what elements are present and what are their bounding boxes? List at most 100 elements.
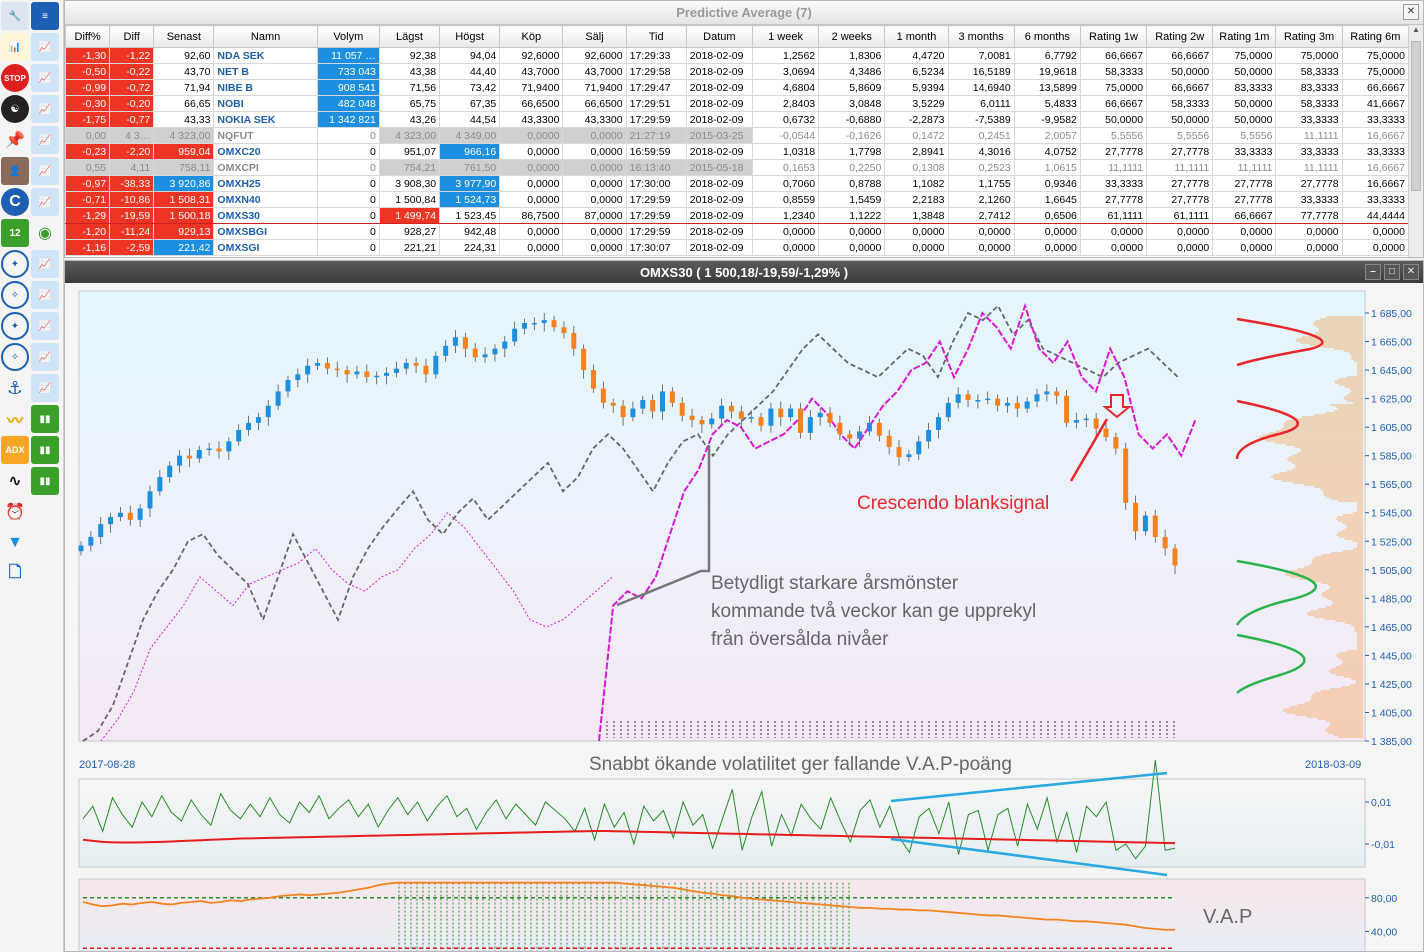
column-header[interactable]: Rating 3m	[1275, 25, 1343, 48]
table-cell: 43,38	[378, 63, 441, 80]
table-cell: OMXSBGI	[213, 223, 318, 240]
wrench-icon[interactable]: 🔧	[1, 2, 29, 30]
candle-body	[216, 448, 222, 452]
column-header[interactable]: Högst	[439, 25, 501, 48]
column-header[interactable]: 6 months	[1013, 25, 1081, 48]
candle-body	[364, 371, 370, 378]
stop-icon[interactable]: STOP	[1, 64, 29, 92]
table-cell: -0,77	[109, 111, 155, 128]
yin-yang-icon[interactable]: ☯	[1, 95, 29, 123]
column-header[interactable]: Namn	[213, 25, 318, 48]
adx-icon[interactable]: ADX	[1, 436, 29, 464]
column-header[interactable]: Volym	[316, 25, 380, 48]
pin-icon[interactable]: 📌	[5, 132, 25, 149]
compass-fourth-icon[interactable]: ✧	[1, 343, 29, 371]
column-header[interactable]: Sälj	[562, 25, 627, 48]
chart-window-third-icon[interactable]: 📈	[31, 95, 59, 123]
document-icon[interactable]: 🗋	[8, 563, 22, 581]
column-header[interactable]: 3 months	[947, 25, 1015, 48]
compass-third-icon[interactable]: ✦	[1, 312, 29, 340]
green-bars-alt-icon[interactable]: ▮▮	[31, 436, 59, 464]
column-header[interactable]: Rating 1w	[1079, 25, 1148, 48]
chart-window-sixth-icon[interactable]: 📈	[31, 188, 59, 216]
calendar-icon[interactable]: 12	[1, 219, 29, 247]
candle-body	[728, 405, 734, 412]
notes-icon[interactable]: ≡	[31, 2, 59, 30]
table-row[interactable]: -0,97 -38,33 3 920,86 OMXH25 0 3 908,30 3 977,…	[65, 175, 1409, 192]
refresh-icon[interactable]: C	[1, 188, 29, 216]
column-header[interactable]: Tid	[625, 25, 687, 48]
candlestick-series	[78, 313, 1178, 575]
column-header[interactable]: 1 week	[751, 25, 820, 48]
table-row[interactable]: -1,16 -2,59 221,42 OMXSGI 0 221,21 224,31 0,000…	[65, 239, 1409, 256]
table-row[interactable]: -0,50 -0,22 43,70 NET B 733 043 43,38 44,40 43,…	[65, 63, 1409, 80]
chart-window-tenth-icon[interactable]: 📈	[31, 343, 59, 371]
volatility-tick-label: -0,01	[1371, 839, 1395, 851]
watchlist-scrollbar[interactable]: ▲	[1408, 25, 1423, 257]
chart-window-eleventh-icon[interactable]: 📈	[31, 374, 59, 402]
chart-window-eighth-icon[interactable]: 📈	[31, 281, 59, 309]
table-row[interactable]: -1,30 -1,22 92,60 NDA SEK 11 057 … 92,38 94,04…	[65, 47, 1409, 64]
table-row[interactable]: -1,75 -0,77 43,33 NOKIA SEK 1 342 821 43,26 44…	[65, 111, 1409, 128]
waveform-icon[interactable]: ∿	[8, 473, 22, 490]
scrollbar-thumb[interactable]	[1411, 41, 1421, 191]
close-icon[interactable]: ✕	[1403, 264, 1419, 280]
table-cell: 2,8403	[751, 95, 820, 112]
column-header[interactable]: Datum	[685, 25, 753, 48]
table-row[interactable]: -0,23 -2,20 959,04 OMXC20 0 951,07 966,16 0,000…	[65, 143, 1409, 160]
table-cell: 44,4444	[1341, 207, 1409, 224]
signal-curve-red-top	[1236, 317, 1324, 367]
compass-icon[interactable]: ✦	[1, 250, 29, 278]
table-cell: 4 323,00	[378, 127, 441, 144]
table-row[interactable]: -0,99 -0,72 71,94 NIBE B 908 541 71,56 73,42 71…	[65, 79, 1409, 96]
chart-window-fourth-icon[interactable]: 📈	[31, 126, 59, 154]
scroll-up-icon[interactable]: ▲	[1412, 25, 1420, 34]
column-header[interactable]: Rating 1m	[1212, 25, 1277, 48]
table-row[interactable]: -0,30 -0,20 66,65 NOBI 482 048 65,75 67,35 66,6…	[65, 95, 1409, 112]
column-header[interactable]: 2 weeks	[818, 25, 886, 48]
compass-alt-icon[interactable]: ✧	[1, 281, 29, 309]
table-cell: 0,0000	[499, 127, 564, 144]
candle-body	[975, 400, 981, 402]
maximize-icon[interactable]: □	[1384, 264, 1400, 280]
table-row[interactable]: -1,29 -19,59 1 500,18 OMXS30 0 1 499,74 1 523,…	[65, 207, 1409, 224]
chart-window-icon[interactable]: 📈	[31, 33, 59, 61]
chart-window-seventh-icon[interactable]: 📈	[31, 250, 59, 278]
table-row[interactable]: 0,55 4,11 758,11 OMXCPI 0 754,21 761,50 0,0000 0…	[65, 159, 1409, 176]
bar-chart-icon[interactable]: 📊	[1, 33, 29, 61]
chart-canvas[interactable]: 1 685,00 1 665,00 1 645,00 1 625,00 1 605,00…	[65, 283, 1423, 951]
table-cell: 0	[316, 175, 380, 192]
chart-window-alt-icon[interactable]: 📈	[31, 64, 59, 92]
table-cell: 0,00	[65, 127, 111, 144]
table-row[interactable]: -1,20 -11,24 929,13 OMXSBGI 0 928,27 942,48 0,0…	[65, 223, 1409, 240]
column-header[interactable]: 1 month	[884, 25, 949, 48]
column-header[interactable]: Senast	[153, 25, 215, 48]
column-header[interactable]: Lägst	[378, 25, 441, 48]
user-avatar-icon[interactable]: 👤	[1, 157, 29, 185]
candle-body	[275, 391, 281, 406]
column-header[interactable]: Diff	[109, 25, 155, 48]
column-header[interactable]: Rating 6m	[1341, 25, 1409, 48]
column-header[interactable]: Rating 2w	[1146, 25, 1214, 48]
candle-body	[127, 512, 133, 520]
alarm-clock-icon[interactable]: ⏰	[5, 504, 25, 521]
globe-icon[interactable]: ◉	[38, 225, 52, 242]
table-cell: 0,0000	[562, 191, 627, 208]
table-row[interactable]: -0,71 -10,86 1 508,31 OMXN40 0 1 500,84 1 524,…	[65, 191, 1409, 208]
table-cell: 3 908,30	[378, 175, 441, 192]
minimize-icon[interactable]: –	[1365, 264, 1381, 280]
column-header[interactable]: Köp	[499, 25, 564, 48]
column-header[interactable]: Diff%	[65, 25, 111, 48]
close-icon[interactable]: ✕	[1403, 4, 1419, 20]
anchor-icon[interactable]: ⚓	[6, 377, 24, 398]
green-bars-third-icon[interactable]: ▮▮	[31, 467, 59, 495]
table-row[interactable]: 0,00 4 3… 4 323,00 NQFUT 0 4 323,00 4 349,00 0,…	[65, 127, 1409, 144]
chart-window-ninth-icon[interactable]: 📈	[31, 312, 59, 340]
trend-line-icon[interactable]: 〰	[6, 413, 23, 430]
green-bars-icon[interactable]: ▮▮	[31, 405, 59, 433]
table-cell: 43,33	[153, 111, 215, 128]
filter-icon[interactable]: ▼	[7, 534, 23, 551]
table-cell: 33,3333	[1341, 111, 1409, 128]
chart-window-fifth-icon[interactable]: 📈	[31, 157, 59, 185]
